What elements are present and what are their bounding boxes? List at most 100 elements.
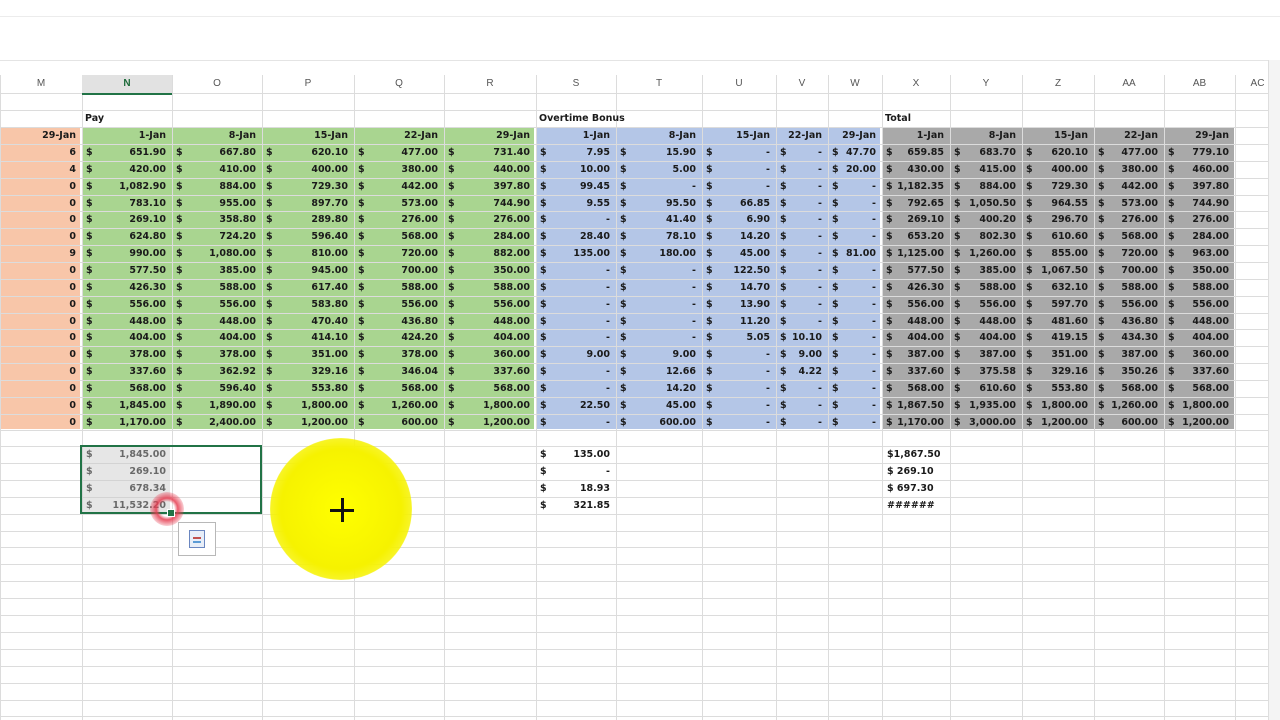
total-cell[interactable]: $387.00: [950, 346, 1022, 363]
total-cell[interactable]: $400.20: [950, 211, 1022, 228]
summary-pay-cell[interactable]: $269.10: [82, 463, 172, 480]
overtime-cell[interactable]: $ -: [776, 414, 828, 431]
total-cell[interactable]: $720.00: [1094, 245, 1164, 262]
column-header-v[interactable]: V: [798, 78, 806, 89]
overtime-cell[interactable]: $78.10: [616, 228, 702, 245]
overtime-cell[interactable]: $ -: [702, 363, 776, 380]
pay-cell[interactable]: $588.00: [444, 279, 536, 296]
total-cell[interactable]: $329.16: [1022, 363, 1094, 380]
pay-cell[interactable]: $556.00: [172, 296, 262, 313]
pay-cell[interactable]: $410.00: [172, 161, 262, 178]
total-cell[interactable]: $404.00: [882, 329, 950, 346]
column-header-w[interactable]: W: [850, 78, 860, 89]
overtime-cell[interactable]: $ -: [776, 279, 828, 296]
total-cell[interactable]: $1,125.00: [882, 245, 950, 262]
overtime-cell[interactable]: $600.00: [616, 414, 702, 431]
pay-cell[interactable]: $897.70: [262, 195, 354, 212]
overtime-cell[interactable]: $95.50: [616, 195, 702, 212]
m-value-cell[interactable]: 0: [69, 197, 76, 209]
total-cell[interactable]: $1,170.00: [882, 414, 950, 431]
overtime-cell[interactable]: $ -: [776, 313, 828, 330]
total-cell[interactable]: $568.00: [1094, 228, 1164, 245]
overtime-cell[interactable]: $ -: [702, 397, 776, 414]
pay-cell[interactable]: $400.00: [262, 161, 354, 178]
overtime-cell[interactable]: $45.00: [702, 245, 776, 262]
column-header-u[interactable]: U: [735, 78, 743, 89]
overtime-cell[interactable]: $ -: [702, 346, 776, 363]
column-header-t[interactable]: T: [655, 78, 663, 89]
overtime-cell[interactable]: $ -: [828, 363, 882, 380]
overtime-cell[interactable]: $122.50: [702, 262, 776, 279]
overtime-cell[interactable]: $ -: [776, 144, 828, 161]
overtime-cell[interactable]: $5.05: [702, 329, 776, 346]
pay-cell[interactable]: $744.90: [444, 195, 536, 212]
total-cell[interactable]: $700.00: [1094, 262, 1164, 279]
total-cell[interactable]: $553.80: [1022, 380, 1094, 397]
summary-total-cell[interactable]: $ 269.10: [887, 466, 934, 477]
pay-cell[interactable]: $350.00: [444, 262, 536, 279]
overtime-cell[interactable]: $22.50: [536, 397, 616, 414]
total-cell[interactable]: $802.30: [950, 228, 1022, 245]
overtime-cell[interactable]: $ -: [776, 245, 828, 262]
m-value-cell[interactable]: 0: [69, 214, 76, 226]
overtime-cell[interactable]: $ -: [702, 144, 776, 161]
pay-cell[interactable]: $358.80: [172, 211, 262, 228]
summary-total-cell[interactable]: $ 697.30: [887, 483, 934, 494]
pay-cell[interactable]: $426.30: [82, 279, 172, 296]
pay-cell[interactable]: $1,800.00: [444, 397, 536, 414]
total-cell[interactable]: $426.30: [882, 279, 950, 296]
total-cell[interactable]: $884.00: [950, 178, 1022, 195]
total-cell[interactable]: $269.10: [882, 211, 950, 228]
total-cell[interactable]: $1,067.50: [1022, 262, 1094, 279]
pay-cell[interactable]: $360.00: [444, 346, 536, 363]
overtime-cell[interactable]: $ -: [702, 161, 776, 178]
overtime-cell[interactable]: $ -: [616, 262, 702, 279]
pay-cell[interactable]: $573.00: [354, 195, 444, 212]
overtime-cell[interactable]: $9.00: [536, 346, 616, 363]
m-value-cell[interactable]: 0: [69, 416, 76, 428]
total-cell[interactable]: $375.58: [950, 363, 1022, 380]
m-value-cell[interactable]: 0: [69, 399, 76, 411]
m-value-cell[interactable]: 0: [69, 180, 76, 192]
total-cell[interactable]: $276.00: [1094, 211, 1164, 228]
pay-cell[interactable]: $385.00: [172, 262, 262, 279]
total-cell[interactable]: $448.00: [1164, 313, 1235, 330]
overtime-cell[interactable]: $ -: [828, 380, 882, 397]
pay-cell[interactable]: $1,080.00: [172, 245, 262, 262]
total-cell[interactable]: $404.00: [950, 329, 1022, 346]
pay-cell[interactable]: $378.00: [354, 346, 444, 363]
total-cell[interactable]: $610.60: [950, 380, 1022, 397]
overtime-cell[interactable]: $ -: [702, 380, 776, 397]
pay-cell[interactable]: $620.10: [262, 144, 354, 161]
pay-cell[interactable]: $404.00: [444, 329, 536, 346]
overtime-cell[interactable]: $ -: [828, 195, 882, 212]
column-header-z[interactable]: Z: [1054, 78, 1062, 89]
total-cell[interactable]: $415.00: [950, 161, 1022, 178]
column-header-ab[interactable]: AB: [1192, 78, 1207, 89]
overtime-cell[interactable]: $ -: [776, 262, 828, 279]
pay-cell[interactable]: $568.00: [354, 228, 444, 245]
overtime-cell[interactable]: $10.10: [776, 329, 828, 346]
pay-cell[interactable]: $378.00: [172, 346, 262, 363]
total-cell[interactable]: $1,935.00: [950, 397, 1022, 414]
pay-cell[interactable]: $276.00: [354, 211, 444, 228]
total-cell[interactable]: $792.65: [882, 195, 950, 212]
total-cell[interactable]: $729.30: [1022, 178, 1094, 195]
pay-cell[interactable]: $276.00: [444, 211, 536, 228]
column-header-p[interactable]: P: [304, 78, 312, 89]
overtime-cell[interactable]: $41.40: [616, 211, 702, 228]
overtime-cell[interactable]: $ -: [536, 262, 616, 279]
pay-cell[interactable]: $284.00: [444, 228, 536, 245]
pay-cell[interactable]: $667.80: [172, 144, 262, 161]
overtime-cell[interactable]: $ -: [702, 178, 776, 195]
overtime-cell[interactable]: $11.20: [702, 313, 776, 330]
pay-cell[interactable]: $617.40: [262, 279, 354, 296]
pay-cell[interactable]: $588.00: [354, 279, 444, 296]
overtime-cell[interactable]: $ -: [536, 211, 616, 228]
pay-cell[interactable]: $724.20: [172, 228, 262, 245]
m-value-cell[interactable]: 0: [69, 315, 76, 327]
total-cell[interactable]: $964.55: [1022, 195, 1094, 212]
pay-cell[interactable]: $556.00: [444, 296, 536, 313]
pay-cell[interactable]: $289.80: [262, 211, 354, 228]
overtime-cell[interactable]: $ -: [828, 279, 882, 296]
